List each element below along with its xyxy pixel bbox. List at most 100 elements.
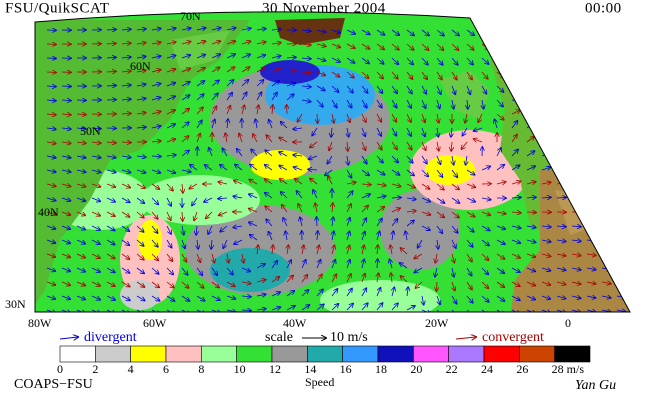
wind-arrow <box>287 245 288 255</box>
wind-arrow <box>286 275 293 283</box>
wind-arrow <box>421 141 426 150</box>
wind-arrow <box>301 72 311 73</box>
wind-arrow <box>586 169 596 170</box>
wind-arrow <box>421 57 428 65</box>
wind-arrow <box>271 56 281 58</box>
wind-arrow <box>76 156 86 158</box>
wind-arrow <box>586 58 596 59</box>
wind-arrow <box>257 105 259 115</box>
wind-arrow <box>76 212 85 215</box>
wind-arrow <box>452 155 454 165</box>
wind-arrow <box>325 169 333 175</box>
wind-arrow <box>61 198 71 201</box>
wind-arrow <box>436 29 444 36</box>
wind-arrow <box>61 226 70 229</box>
wind-arrow <box>406 127 411 136</box>
wind-arrow <box>91 197 100 201</box>
wind-arrow <box>181 267 188 275</box>
wind-arrow <box>601 86 611 87</box>
wind-arrow <box>293 155 303 156</box>
wind-arrow <box>511 71 520 76</box>
wind-arrow <box>237 149 243 157</box>
wind-arrow <box>121 197 130 202</box>
wind-arrow <box>151 281 159 287</box>
wind-arrow <box>91 239 100 244</box>
wind-arrow <box>196 120 202 129</box>
wind-arrow <box>235 164 243 171</box>
wind-arrow <box>121 99 131 100</box>
colorbar-swatch <box>236 345 273 363</box>
wind-arrow <box>376 99 382 108</box>
wind-arrow <box>346 71 354 78</box>
wind-arrow <box>361 99 367 108</box>
wind-arrow <box>526 86 536 87</box>
wind-arrow <box>361 141 366 150</box>
wind-arrow <box>511 267 520 272</box>
wind-arrow <box>272 245 273 255</box>
wind-arrow <box>316 44 326 46</box>
wind-arrow <box>406 71 413 79</box>
wind-arrow <box>361 288 366 297</box>
wind-arrow <box>541 125 550 128</box>
wind-arrow <box>571 169 581 170</box>
wind-arrow <box>421 85 426 94</box>
wind-arrow <box>586 268 596 270</box>
wind-arrow <box>151 309 160 312</box>
speed-region <box>250 150 310 180</box>
wind-arrow <box>586 226 596 227</box>
wind-arrow <box>271 277 279 283</box>
wind-arrow <box>436 281 437 291</box>
wind-arrow <box>136 70 146 72</box>
wind-arrow <box>151 183 159 189</box>
wind-arrow <box>526 30 535 33</box>
wind-arrow <box>571 72 581 73</box>
wind-arrow <box>317 113 318 123</box>
wind-arrow <box>361 71 368 78</box>
speed-region <box>210 248 290 292</box>
wind-arrow <box>301 58 311 59</box>
wind-arrow <box>376 184 386 186</box>
wind-arrow <box>496 165 504 171</box>
wind-arrow <box>223 239 228 248</box>
wind-arrow <box>308 169 318 170</box>
wind-arrow <box>181 136 189 143</box>
wind-arrow <box>181 109 189 115</box>
wind-arrow <box>121 253 129 259</box>
wind-arrow <box>556 226 566 227</box>
wind-arrow <box>526 226 536 228</box>
wind-arrow <box>586 282 596 284</box>
wind-arrow <box>586 254 596 255</box>
wind-arrow <box>226 281 235 286</box>
wind-arrow <box>256 67 265 73</box>
wind-arrow <box>91 211 100 216</box>
wind-arrow <box>437 295 440 304</box>
wind-arrow <box>556 58 566 60</box>
wind-arrow <box>526 44 535 47</box>
wind-arrow <box>316 30 326 32</box>
wind-arrow <box>466 29 474 35</box>
wind-arrow <box>452 253 454 263</box>
wind-arrow <box>556 154 566 156</box>
wind-arrow <box>601 58 611 59</box>
wind-arrow <box>166 295 174 301</box>
wind-arrow <box>571 268 581 270</box>
wind-arrow <box>220 165 228 171</box>
wind-arrow <box>182 183 183 193</box>
wind-arrow <box>511 57 520 62</box>
wind-arrow <box>46 72 56 73</box>
wind-arrow <box>106 295 115 300</box>
wind-arrow <box>331 304 339 311</box>
colorbar-tick-label: 24 <box>481 362 493 376</box>
wind-arrow <box>526 166 535 171</box>
wind-arrow <box>541 197 551 198</box>
wind-arrow <box>526 295 535 300</box>
wind-arrow <box>451 295 457 304</box>
wind-arrow <box>496 212 506 214</box>
wind-arrow <box>136 295 145 301</box>
wind-arrow <box>541 72 551 74</box>
wind-arrow <box>249 209 258 213</box>
wind-arrow <box>391 113 396 122</box>
wind-arrow <box>76 128 86 129</box>
wind-arrow <box>211 267 217 275</box>
wind-arrow <box>451 71 457 80</box>
